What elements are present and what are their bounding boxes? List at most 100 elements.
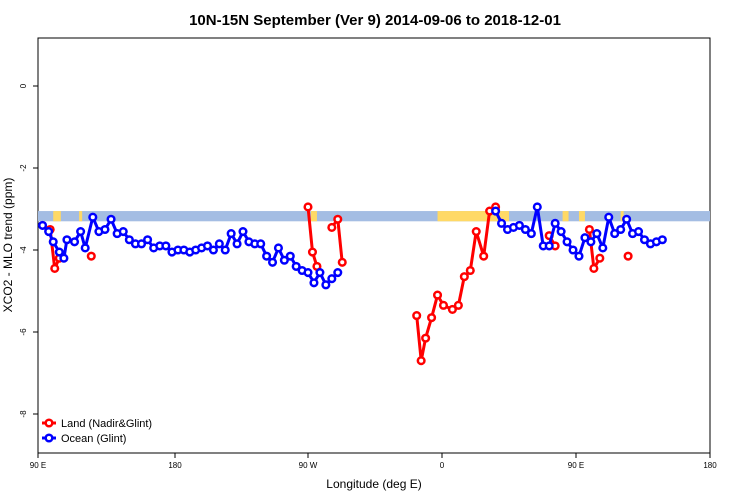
data-point [589,263,599,274]
data-point [315,268,325,278]
data-point [514,220,524,230]
data-point [54,247,64,257]
legend: Land (Nadir&Glint) Ocean (Glint) [42,418,152,445]
data-point [544,241,554,251]
data-point [471,227,481,237]
y-tick-label: -6 [19,328,28,336]
data-point [80,243,90,253]
data-point [86,251,96,261]
data-point [136,239,147,249]
data-point [497,218,507,228]
legend-swatch-marker [44,418,54,428]
data-point [623,251,633,261]
data-point [100,224,110,235]
land-band-segment [578,211,585,222]
data-point [118,227,128,237]
x-axis-label: Longitude (deg E) [326,477,421,491]
data-point [453,300,463,310]
x-tick-label: 90 E [568,461,584,470]
ocean-band [38,211,710,222]
data-point [262,251,272,261]
data-point [303,202,313,212]
data-point [465,265,475,276]
land-band-segment [79,211,83,222]
data-point [327,222,337,232]
data-point [256,239,266,249]
data-point [69,237,80,247]
y-axis: 0 -2 -4 -6 -8 [19,83,38,418]
data-point [604,212,614,222]
data-point [520,224,530,235]
data-point [639,235,650,245]
y-tick-label: 0 [19,83,28,88]
data-point [208,245,218,255]
data-point [143,235,153,245]
data-point [321,280,331,290]
data-point [279,255,289,265]
x-tick-label: 180 [168,461,182,470]
series-ocean [38,202,667,290]
data-point [633,227,644,237]
y-tick-label: -2 [19,164,28,172]
data-point [124,235,134,245]
y-axis-label: XCO2 - MLO trend (ppm) [1,178,15,313]
data-point [421,333,431,343]
data-point [416,356,426,366]
chart-title: 10N-15N September (Ver 9) 2014-09-06 to … [189,12,561,29]
data-point [214,239,224,249]
data-point [459,272,469,282]
x-tick-label: 90 W [299,461,318,470]
series-land [45,202,633,366]
data-point [657,235,667,245]
data-point [427,313,437,323]
data-point [562,237,572,247]
data-point [447,304,457,315]
coverage-band [38,211,710,222]
data-point [592,229,602,239]
data-point [106,214,116,224]
data-point [238,227,248,237]
land-band-segment [562,211,569,222]
x-tick-label: 0 [440,461,445,470]
data-point [584,224,594,235]
data-point [202,241,213,251]
data-point [526,229,536,239]
data-point [285,251,295,261]
data-point [532,202,542,212]
data-point [568,245,578,255]
data-point [59,253,69,263]
data-point [550,218,560,228]
data-point [291,261,301,271]
data-point [586,237,596,247]
data-point [337,257,347,267]
data-point [438,300,449,310]
data-point [610,229,620,239]
y-tick-label: -8 [19,410,28,418]
x-tick-label: 180 [703,461,717,470]
data-point [48,237,58,247]
data-point [595,253,605,263]
land-band-segment [310,211,317,222]
data-point [412,311,422,321]
data-point [220,245,230,255]
legend-label: Ocean (Glint) [61,433,126,445]
data-point [580,233,590,243]
data-point [556,227,566,237]
data-point [309,278,319,288]
data-point [62,235,72,245]
data-point [161,241,171,251]
data-point [267,257,278,267]
data-point [50,263,60,274]
data-point [327,274,337,284]
land-band-segment [437,211,509,222]
legend-label: Land (Nadir&Glint) [61,418,152,430]
data-point [491,206,501,216]
x-axis: 90 E 180 90 W 0 90 E 180 [30,453,717,470]
data-point [598,243,608,253]
data-point [273,243,283,253]
data-point [303,268,313,278]
x-tick-label: 90 E [30,461,46,470]
data-point [232,239,242,249]
data-point [479,251,489,261]
